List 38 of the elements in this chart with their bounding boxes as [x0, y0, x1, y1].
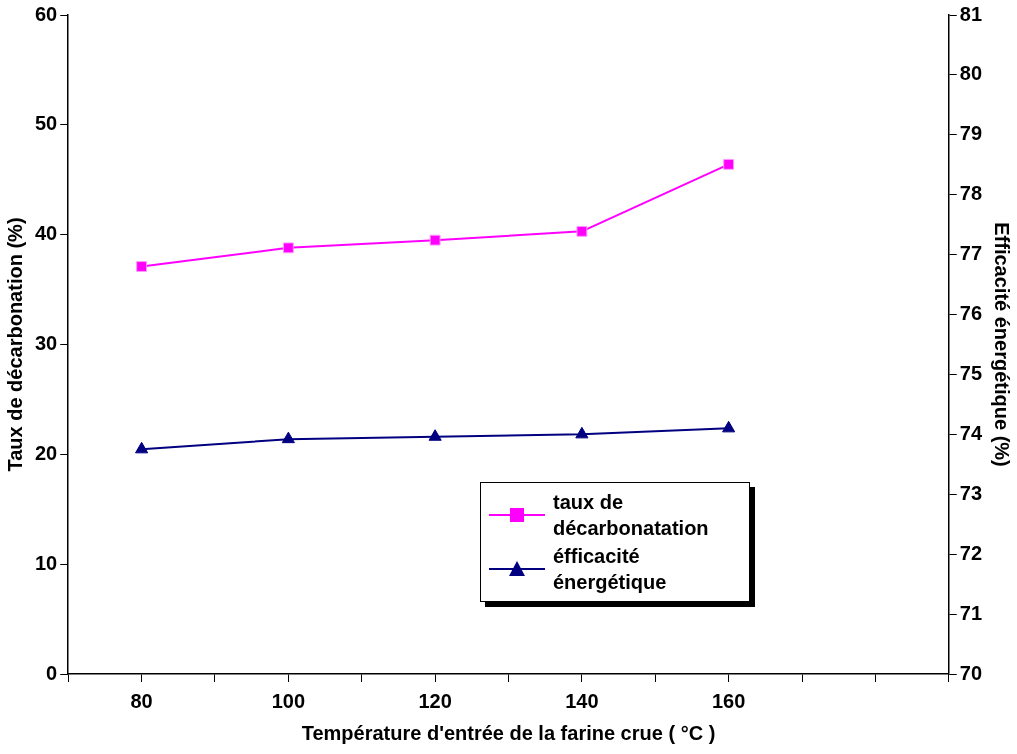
y2-tick-label: 71: [959, 601, 982, 624]
y2-tick-label: 78: [959, 182, 982, 205]
y2-tick-label: 73: [959, 481, 982, 504]
x-tick-label: 140: [565, 689, 599, 712]
point: [723, 158, 735, 170]
y-tick-label: 30: [35, 332, 58, 355]
y2-tick-label: 72: [959, 541, 982, 564]
y-tick-label: 10: [35, 551, 58, 574]
y2-tick-label: 70: [959, 661, 982, 684]
x-tick-label: 80: [130, 689, 153, 712]
legend-label: éfficacité énergétique: [553, 544, 668, 595]
y-axis-title: Taux de décarbonation (%): [3, 217, 26, 472]
x-axis-title: Température d'entrée de la farine crue ( °C ): [301, 721, 716, 744]
y2-tick-label: 77: [959, 242, 982, 265]
point: [576, 225, 588, 237]
y2-tick-label: 75: [959, 361, 982, 384]
y2-tick-label: 76: [959, 302, 982, 325]
y2-tick-label: 81: [959, 2, 982, 25]
y-tick-label: 40: [35, 222, 58, 245]
point: [429, 234, 441, 246]
y2-tick-label: 74: [959, 421, 983, 444]
x-tick-label: 100: [271, 689, 306, 712]
point: [135, 441, 149, 454]
y2-tick-label: 79: [959, 122, 982, 145]
point: [575, 426, 589, 439]
y-tick-label: 60: [35, 2, 58, 25]
x-tick-label: 160: [711, 689, 746, 712]
point: [282, 242, 294, 254]
y2-tick-label: 80: [959, 62, 982, 85]
point: [428, 429, 442, 441]
x-tick-label: 120: [418, 689, 452, 712]
point: [722, 420, 736, 433]
y-tick-label: 20: [35, 441, 58, 464]
y2-axis-title: Efficacité énergétique (%): [991, 222, 1014, 467]
point: [136, 261, 148, 272]
point: [281, 431, 295, 444]
y-tick-label: 0: [46, 661, 58, 684]
y-tick-label: 50: [35, 112, 58, 135]
